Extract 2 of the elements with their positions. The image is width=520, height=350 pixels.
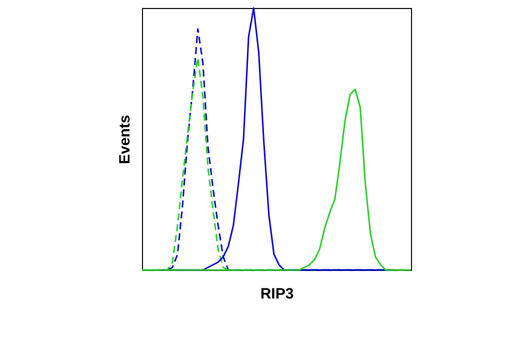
x-axis-title: RIP3: [260, 286, 294, 302]
y-axis-title: Events: [116, 114, 134, 164]
